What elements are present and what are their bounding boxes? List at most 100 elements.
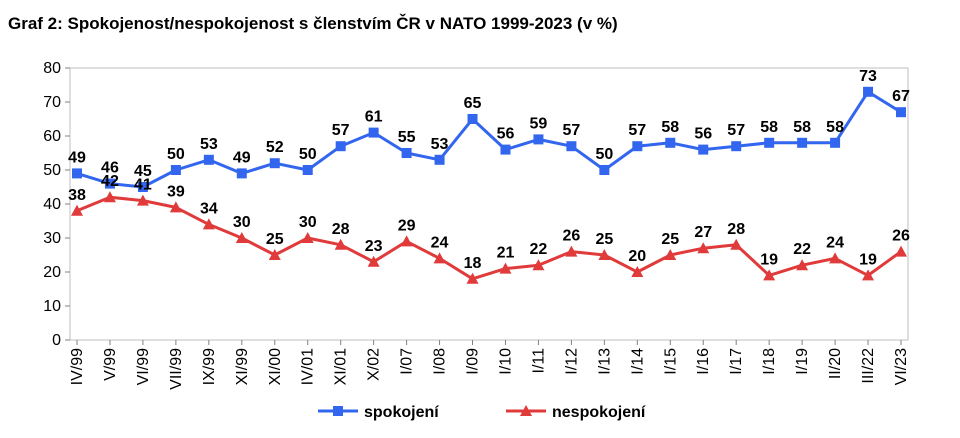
- chart-title: Graf 2: Spokojenost/nespokojenost s člen…: [8, 14, 618, 33]
- data-label: 56: [497, 126, 515, 143]
- point-triangle-marker: [367, 255, 380, 267]
- x-tick-label: I/19: [794, 348, 811, 375]
- data-label: 58: [826, 119, 844, 136]
- x-tick-label: I/09: [465, 348, 482, 375]
- data-label: 57: [563, 122, 581, 139]
- point-square-marker: [632, 141, 643, 152]
- data-label: 22: [530, 241, 548, 258]
- point-triangle-marker: [565, 245, 578, 257]
- point-triangle-marker: [697, 242, 710, 254]
- y-axis: 0 10 20 30 40 50 60 70 80: [43, 60, 70, 349]
- point-square-marker: [863, 86, 874, 97]
- legend: spokojení nespokojení: [318, 404, 646, 421]
- point-square-marker: [566, 141, 577, 152]
- series-markers: [71, 86, 907, 284]
- data-label: 58: [760, 119, 778, 136]
- data-label: 34: [200, 200, 218, 217]
- y-tick-label: 0: [52, 332, 61, 349]
- x-tick-label: I/12: [563, 348, 580, 375]
- y-tick-label: 80: [43, 60, 61, 77]
- point-triangle-marker: [136, 194, 149, 206]
- data-label: 27: [694, 224, 712, 241]
- x-tick-label: II/20: [827, 348, 844, 379]
- point-triangle-marker: [202, 218, 215, 230]
- point-triangle-marker: [862, 269, 875, 281]
- data-label: 38: [68, 187, 86, 204]
- point-triangle-marker: [532, 259, 545, 271]
- point-triangle-marker: [71, 204, 83, 216]
- point-triangle-marker: [598, 249, 611, 260]
- data-label: 65: [464, 95, 482, 112]
- data-label: 30: [233, 214, 251, 231]
- data-label: 24: [826, 234, 844, 251]
- data-label: 55: [398, 129, 416, 146]
- x-tick-label: VII/99: [168, 348, 185, 390]
- data-label: 50: [299, 146, 317, 163]
- data-label: 21: [497, 245, 515, 262]
- point-triangle-marker: [895, 245, 907, 257]
- x-tick-label: XI/01: [333, 348, 350, 385]
- data-label: 73: [859, 68, 877, 85]
- data-label: 41: [134, 177, 152, 194]
- series-line-nespokojení: [76, 195, 902, 281]
- x-tick-label: VI/99: [135, 348, 152, 385]
- point-triangle-marker: [169, 201, 182, 213]
- x-tick-label: I/11: [530, 348, 547, 374]
- data-label: 67: [892, 88, 910, 105]
- x-tick-label: XI/99: [234, 348, 251, 385]
- data-label: 53: [431, 136, 449, 153]
- point-square-marker: [434, 154, 445, 165]
- x-axis: IV/99 V/99 VI/99 VII/99 IX/99 XI/99 XI/00 IV/01…: [69, 340, 910, 390]
- point-square-marker: [368, 127, 379, 138]
- point-square-marker: [269, 158, 280, 169]
- x-tick-label: I/08: [432, 348, 449, 375]
- data-label: 56: [694, 126, 712, 143]
- point-triangle-marker: [631, 266, 644, 277]
- point-square-marker: [170, 165, 181, 175]
- data-label: 42: [101, 173, 119, 190]
- x-tick-label: I/16: [695, 348, 712, 375]
- data-label: 18: [464, 255, 482, 272]
- data-label: 58: [793, 119, 811, 136]
- point-square-marker: [731, 141, 742, 152]
- data-label: 46: [101, 160, 119, 177]
- data-label: 19: [760, 251, 778, 268]
- point-triangle-marker: [103, 191, 116, 203]
- point-square-marker: [203, 154, 214, 165]
- data-label: 57: [727, 122, 745, 139]
- point-triangle-marker: [829, 252, 842, 264]
- x-tick-label: I/18: [761, 348, 778, 375]
- point-square-marker: [467, 114, 478, 124]
- point-square-marker: [72, 168, 82, 179]
- series-lines: [76, 90, 902, 281]
- x-tick-label: IX/99: [201, 348, 218, 385]
- data-label: 45: [134, 163, 152, 180]
- point-triangle-marker: [466, 272, 479, 284]
- x-tick-label: III/22: [860, 348, 877, 384]
- point-square-marker: [797, 137, 808, 148]
- data-label: 58: [661, 119, 679, 136]
- legend-label: nespokojení: [552, 404, 646, 421]
- data-label: 57: [332, 122, 350, 139]
- y-tick-label: 40: [43, 196, 61, 213]
- data-label: 53: [200, 136, 218, 153]
- point-square-marker: [500, 144, 511, 155]
- point-triangle-marker: [301, 232, 314, 243]
- point-square-marker: [830, 137, 841, 148]
- x-tick-label: XI/00: [267, 348, 284, 385]
- data-label: 25: [266, 231, 284, 248]
- y-tick-label: 10: [43, 298, 61, 315]
- data-label: 20: [628, 248, 646, 265]
- x-tick-label: I/17: [728, 348, 745, 375]
- x-tick-label: VI/23: [893, 348, 910, 385]
- point-square-marker: [896, 107, 906, 118]
- data-label: 59: [530, 115, 548, 132]
- y-tick-label: 70: [43, 94, 61, 111]
- y-tick-label: 30: [43, 230, 61, 247]
- point-square-marker: [236, 168, 247, 179]
- point-triangle-marker: [520, 405, 532, 416]
- point-triangle-marker: [796, 259, 809, 271]
- x-tick-label: I/15: [662, 348, 679, 375]
- point-triangle-marker: [400, 235, 413, 247]
